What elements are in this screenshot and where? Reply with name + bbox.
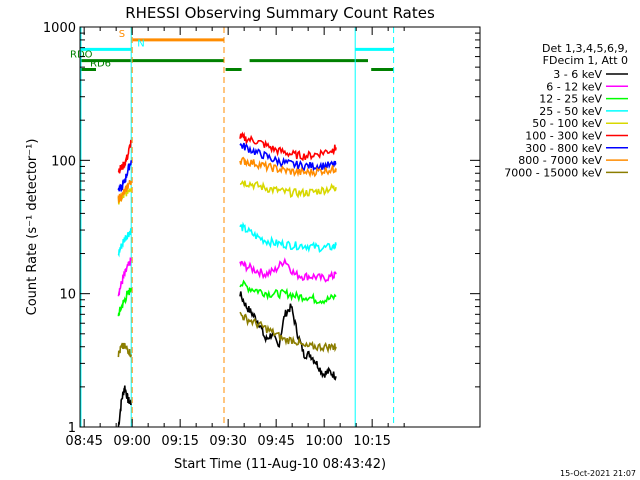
- x-tick-label: 08:45: [65, 434, 102, 449]
- legend-label: 6 - 12 keV: [546, 80, 602, 93]
- legend: Det 1,3,4,5,6,9, FDecim 1, Att 0 3 - 6 k…: [504, 42, 628, 179]
- x-tick-label: 09:45: [257, 434, 294, 449]
- flag-label-rd6: RD6: [90, 59, 111, 70]
- y-tick-label: 1: [68, 421, 76, 436]
- flag-label-n: N: [137, 38, 144, 49]
- x-tick-label: 10:00: [305, 434, 342, 449]
- plot-frame: [79, 26, 481, 428]
- legend-label: 300 - 800 keV: [525, 142, 602, 155]
- y-tick-label: 100: [51, 154, 76, 169]
- legend-label: 100 - 300 keV: [525, 130, 602, 143]
- y-tick-label: 10: [59, 288, 76, 303]
- series-line: [239, 180, 337, 199]
- x-tick-label: 09:30: [209, 434, 246, 449]
- flag-label-s: S: [119, 29, 125, 40]
- x-tick-label: 09:00: [113, 434, 150, 449]
- series-line: [239, 311, 337, 354]
- legend-label: 12 - 25 keV: [539, 93, 602, 106]
- legend-label: 3 - 6 keV: [553, 68, 602, 81]
- y-axis: 1 10 100 1000: [43, 21, 480, 436]
- x-tick-label: 09:15: [161, 434, 198, 449]
- legend-label: 7000 - 15000 keV: [504, 166, 602, 179]
- legend-header-line-2: FDecim 1, Att 0: [543, 54, 628, 67]
- series-line: [117, 139, 132, 175]
- series-line: [239, 257, 337, 283]
- series-line: [117, 160, 132, 192]
- legend-label: 50 - 100 keV: [532, 117, 602, 130]
- flags-layer: SNRDORD6: [70, 29, 394, 72]
- series-line: [239, 291, 337, 381]
- footer-timestamp: 15-Oct-2021 21:07: [560, 469, 636, 478]
- y-tick-label: 1000: [43, 21, 76, 36]
- series-line: [117, 385, 132, 428]
- series-line: [117, 179, 132, 204]
- x-axis: 08:45 09:00 09:15 09:30 09:45 10:00 10:15: [65, 27, 405, 449]
- legend-label: 800 - 7000 keV: [518, 154, 602, 167]
- x-axis-label: Start Time (11-Aug-10 08:43:42): [174, 457, 386, 472]
- series-line: [239, 279, 337, 305]
- series-layer: [117, 131, 337, 428]
- series-line: [117, 257, 132, 297]
- legend-label: 25 - 50 keV: [539, 105, 602, 118]
- x-tick-label: 10:15: [353, 434, 390, 449]
- y-axis-label: Count Rate (s⁻¹ detector⁻¹): [25, 139, 40, 316]
- series-line: [239, 131, 337, 162]
- series-line: [117, 342, 132, 358]
- chart-title: RHESSI Observing Summary Count Rates: [125, 4, 435, 22]
- legend-header-line-1: Det 1,3,4,5,6,9,: [542, 42, 628, 55]
- series-line: [239, 156, 337, 178]
- series-line: [117, 287, 132, 317]
- series-line: [117, 228, 132, 258]
- vertical-markers: [80, 27, 395, 427]
- series-line: [239, 221, 337, 253]
